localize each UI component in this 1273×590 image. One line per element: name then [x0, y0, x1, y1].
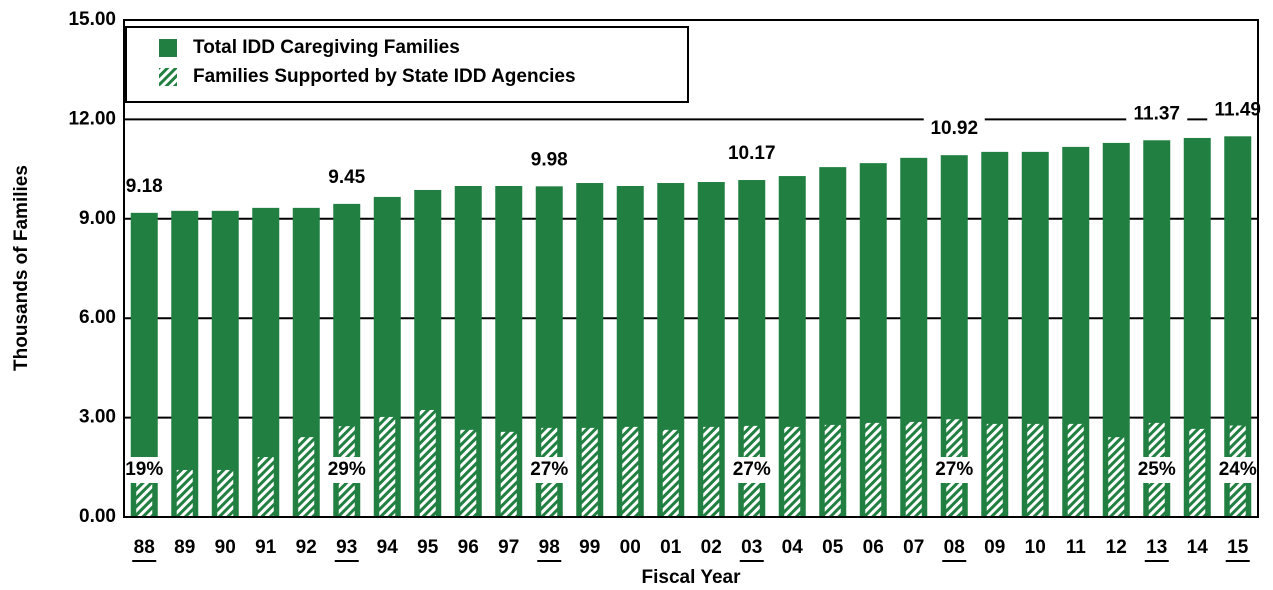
- label-background: [1218, 457, 1258, 483]
- value-label: 9.45: [328, 167, 365, 188]
- label-background: [529, 457, 569, 483]
- y-tick-label: 0.00: [79, 506, 116, 527]
- label-background: [119, 173, 170, 200]
- label-background: [327, 457, 367, 483]
- label-background: [1137, 457, 1177, 483]
- hatched-bar: [865, 422, 882, 517]
- x-tick-label: 94: [377, 537, 399, 558]
- x-tick-label: 88: [134, 537, 155, 558]
- x-tick-label: 07: [903, 537, 924, 558]
- share-label: 27%: [935, 459, 973, 480]
- share-label: 24%: [1219, 459, 1257, 480]
- x-tick-label: 92: [296, 537, 317, 558]
- x-tick-label: 15: [1227, 537, 1249, 558]
- x-tick-label: 12: [1106, 537, 1127, 558]
- value-label: 10.92: [930, 118, 978, 139]
- legend-box: [125, 26, 689, 103]
- hatched-bar: [176, 469, 193, 517]
- legend: Total IDD Caregiving Families Families Su…: [125, 26, 689, 103]
- hatched-bar: [257, 457, 274, 517]
- x-tick-label: 93: [336, 537, 357, 558]
- legend-label: Families Supported by State IDD Agencies: [193, 66, 576, 87]
- label-background: [1126, 101, 1188, 128]
- hatched-bar: [1108, 437, 1125, 517]
- hatched-bar: [986, 423, 1003, 517]
- x-tick-label: 10: [1025, 537, 1046, 558]
- x-tick-label: 11: [1066, 537, 1087, 558]
- label-background: [923, 116, 985, 143]
- hatched-bar: [1189, 428, 1206, 517]
- hatched-bar: [217, 469, 234, 517]
- hatched-bar: [1067, 423, 1084, 517]
- plot-frame: [123, 19, 1259, 518]
- hatched-bar: [905, 421, 922, 517]
- value-label: 10.17: [728, 143, 776, 164]
- label-background: [124, 457, 164, 483]
- hatched-bar: [379, 416, 396, 517]
- x-tick-label: 90: [215, 537, 236, 558]
- share-label: 19%: [125, 459, 163, 480]
- label-background: [934, 457, 974, 483]
- x-tick-label: 06: [863, 537, 884, 558]
- x-tick-label: 04: [782, 537, 804, 558]
- x-axis-title: Fiscal Year: [642, 567, 742, 588]
- share-label: 27%: [733, 459, 771, 480]
- share-label: 25%: [1138, 459, 1176, 480]
- x-tick-label: 91: [255, 537, 277, 558]
- hatched-bar: [1027, 423, 1044, 517]
- x-tick-label: 14: [1187, 537, 1209, 558]
- hatched-bar: [662, 429, 679, 517]
- label-background: [524, 147, 575, 174]
- hatched-bar: [824, 424, 841, 517]
- hatched-bar: [298, 437, 315, 517]
- y-tick-label: 6.00: [79, 307, 116, 328]
- hatched-bar: [581, 427, 598, 517]
- y-axis-title: Thousands of Families: [11, 165, 32, 371]
- hatched-bar: [622, 426, 639, 517]
- x-tick-label: 01: [660, 537, 682, 558]
- hatched-bar: [460, 429, 477, 517]
- value-label: 9.18: [126, 176, 163, 197]
- bar: [211, 210, 239, 517]
- label-background: [732, 457, 772, 483]
- x-tick-label: 95: [417, 537, 439, 558]
- x-tick-label: 99: [579, 537, 600, 558]
- legend-swatch: [159, 68, 177, 86]
- share-label: 29%: [328, 459, 366, 480]
- y-tick-label: 15.00: [68, 9, 116, 30]
- value-label: 11.37: [1134, 103, 1181, 124]
- hatched-bar: [419, 409, 436, 517]
- label-background: [321, 164, 372, 191]
- x-tick-label: 89: [174, 537, 195, 558]
- x-tick-label: 97: [498, 537, 519, 558]
- x-tick-label: 00: [620, 537, 641, 558]
- legend-label: Total IDD Caregiving Families: [193, 37, 460, 58]
- y-tick-label: 9.00: [79, 208, 116, 229]
- x-tick-label: 98: [539, 537, 560, 558]
- x-tick-label: 05: [822, 537, 844, 558]
- y-tick-label: 12.00: [68, 108, 116, 129]
- label-background: [721, 141, 783, 168]
- hatched-bar: [500, 431, 517, 517]
- x-tick-label: 03: [741, 537, 762, 558]
- x-tick-label: 96: [458, 537, 479, 558]
- share-label: 27%: [530, 459, 568, 480]
- x-tick-label: 02: [701, 537, 722, 558]
- hatched-bar: [703, 426, 720, 517]
- value-label: 11.49: [1215, 99, 1262, 120]
- x-tick-label: 09: [984, 537, 1005, 558]
- x-tick-label: 13: [1146, 537, 1167, 558]
- hatched-bar: [784, 426, 801, 517]
- x-tick-label: 08: [944, 537, 965, 558]
- bar: [171, 210, 199, 517]
- y-tick-label: 3.00: [79, 407, 116, 428]
- value-label: 9.98: [531, 149, 568, 170]
- legend-swatch: [159, 39, 177, 57]
